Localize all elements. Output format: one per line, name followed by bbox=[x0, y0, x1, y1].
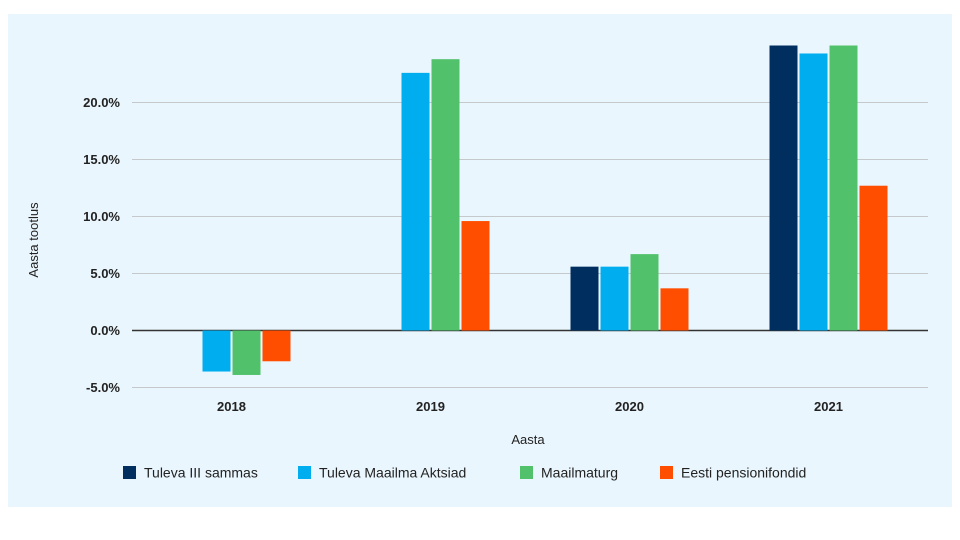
bar-2020-series-2 bbox=[600, 266, 629, 331]
x-tick-label: 2018 bbox=[217, 399, 246, 414]
bar-2021-series-2 bbox=[799, 53, 828, 331]
y-tick-label: 5.0% bbox=[90, 266, 120, 281]
bar-2018-series-3 bbox=[232, 330, 261, 375]
x-tick-label: 2020 bbox=[615, 399, 644, 414]
bar-2019-series-3 bbox=[431, 59, 460, 331]
legend-item: Tuleva Maailma Aktsiad bbox=[298, 465, 466, 481]
legend: Tuleva III sammas Tuleva Maailma Aktsiad M… bbox=[123, 465, 806, 481]
x-tick-label: 2021 bbox=[814, 399, 843, 414]
x-tick-label: 2019 bbox=[416, 399, 445, 414]
y-tick-label: 20.0% bbox=[83, 95, 120, 110]
bar-2020-series-4 bbox=[660, 288, 689, 331]
bar-2020-series-3 bbox=[630, 254, 659, 331]
bar-2019-series-4 bbox=[461, 221, 490, 331]
bar-2018-series-2 bbox=[202, 330, 231, 372]
legend-label: Maailmaturg bbox=[541, 465, 618, 481]
bar-2019-series-2 bbox=[401, 72, 430, 331]
legend-swatch bbox=[660, 466, 673, 479]
bars bbox=[202, 45, 888, 375]
legend-label: Tuleva III sammas bbox=[144, 465, 258, 481]
y-axis-title: Aasta tootlus bbox=[26, 202, 41, 278]
y-axis-ticks: -5.0% 0.0% 5.0% 10.0% 15.0% 20.0% bbox=[83, 95, 120, 395]
bar-2021-series-4 bbox=[859, 185, 888, 331]
legend-item: Eesti pensionifondid bbox=[660, 465, 806, 481]
legend-item: Tuleva III sammas bbox=[123, 465, 258, 481]
bar-2018-series-4 bbox=[262, 330, 291, 362]
x-axis-ticks: 2018 2019 2020 2021 bbox=[217, 399, 843, 414]
legend-item: Maailmaturg bbox=[520, 465, 618, 481]
bar-2020-series-1 bbox=[570, 266, 599, 331]
x-axis-title: Aasta bbox=[511, 432, 545, 447]
y-tick-label: 15.0% bbox=[83, 152, 120, 167]
legend-label: Eesti pensionifondid bbox=[681, 465, 806, 481]
bar-2021-series-1 bbox=[769, 45, 798, 331]
bar-2021-series-3 bbox=[829, 45, 858, 331]
bar-chart: -5.0% 0.0% 5.0% 10.0% 15.0% 20.0% 2018 2019 202… bbox=[26, 45, 928, 481]
legend-swatch bbox=[298, 466, 311, 479]
y-tick-label: 0.0% bbox=[90, 323, 120, 338]
legend-swatch bbox=[520, 466, 533, 479]
y-tick-label: 10.0% bbox=[83, 209, 120, 224]
y-tick-label: -5.0% bbox=[86, 380, 120, 395]
legend-label: Tuleva Maailma Aktsiad bbox=[319, 465, 466, 481]
chart-panel: -5.0% 0.0% 5.0% 10.0% 15.0% 20.0% 2018 2019 202… bbox=[8, 14, 952, 507]
legend-swatch bbox=[123, 466, 136, 479]
